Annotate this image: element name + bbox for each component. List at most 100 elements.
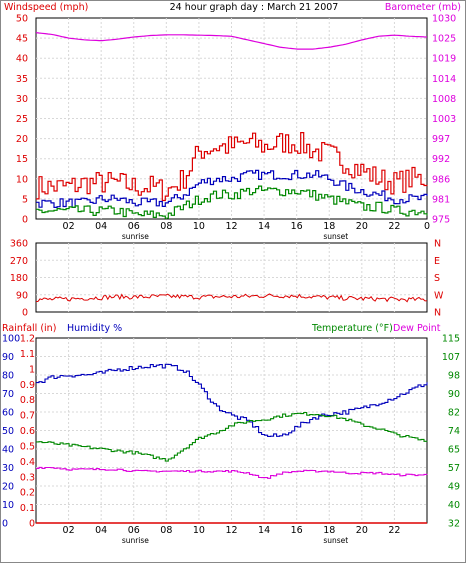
series-line-2	[36, 185, 428, 219]
windspeed-tick-label: 15	[16, 154, 28, 165]
humidity-tick-label: 100	[2, 334, 20, 345]
series-line-1	[36, 411, 428, 462]
direction-line	[35, 293, 428, 303]
time-tick-label: 04	[95, 525, 107, 536]
compass-label: W	[434, 290, 444, 301]
time-tick-label: 12	[225, 221, 237, 232]
time-tick-label: 20	[356, 525, 368, 536]
time-tick-label: 10	[193, 525, 205, 536]
series-line-1	[36, 169, 428, 208]
time-tick-label: 20	[356, 221, 368, 232]
windspeed-tick-label: 25	[16, 114, 28, 125]
rainfall-tick-label: 1.2	[20, 334, 35, 345]
time-tick-label: 02	[63, 221, 75, 232]
time-tick-label: 08	[160, 221, 172, 232]
direction-tick-label: 360	[10, 239, 28, 250]
compass-label: E	[434, 256, 440, 267]
direction-tick-label: 270	[10, 256, 28, 267]
humidity-tick-label: 0	[2, 519, 8, 530]
barometer-tick-label: 1014	[432, 74, 456, 85]
humidity-tick-label: 50	[2, 426, 14, 437]
temperature-tick-label: 57	[448, 463, 460, 474]
humidity-tick-label: 10	[2, 500, 14, 511]
humidity-tick-label: 60	[2, 408, 14, 419]
time-tick-label: 14	[258, 221, 270, 232]
windspeed-tick-label: 30	[16, 94, 28, 105]
series-line-0	[36, 363, 428, 437]
barometer-axis-label: Barometer (mb)	[385, 2, 461, 13]
temperature-axis-label: Temperature (°F)	[311, 323, 393, 334]
barometer-tick-label: 992	[432, 154, 450, 165]
humidity-tick-label: 90	[2, 352, 14, 363]
windspeed-axis-label: Windspeed (mph)	[4, 2, 88, 13]
rainfall-tick-label: 0.5	[20, 441, 35, 452]
time-tick-label: 06	[128, 221, 140, 232]
barometer-tick-label: 1019	[432, 54, 456, 65]
compass-label: S	[434, 273, 440, 284]
series-line-3	[35, 32, 428, 50]
direction-tick-label: 0	[22, 308, 28, 319]
barometer-tick-label: 1030	[432, 14, 456, 25]
rainfall-tick-label: 0.2	[20, 488, 35, 499]
temperature-tick-label: 32	[448, 519, 460, 530]
time-tick-label: 18	[323, 221, 335, 232]
time-tick-label: 16	[291, 221, 303, 232]
rainfall-tick-label: 0.4	[20, 457, 35, 468]
barometer-tick-label: 1025	[432, 34, 456, 45]
rainfall-tick-label: 0	[29, 519, 35, 530]
time-tick-label: 12	[225, 525, 237, 536]
temperature-tick-label: 40	[448, 500, 460, 511]
time-tick-label: 22	[388, 221, 400, 232]
rainfall-tick-label: 0.8	[20, 395, 35, 406]
time-tick-label: 02	[63, 525, 75, 536]
humidity-tick-label: 30	[2, 463, 14, 474]
chart-title: 24 hour graph day : March 21 2007	[170, 2, 339, 13]
time-tick-label: 0	[424, 221, 430, 232]
barometer-tick-label: 1008	[432, 94, 456, 105]
temperature-tick-label: 90	[448, 389, 460, 400]
windspeed-tick-label: 10	[16, 174, 28, 185]
temperature-tick-label: 82	[448, 408, 460, 419]
windspeed-tick-label: 50	[16, 14, 28, 25]
barometer-tick-label: 975	[432, 215, 450, 226]
temperature-tick-label: 74	[448, 426, 460, 437]
direction-tick-label: 90	[16, 290, 28, 301]
compass-label: N	[434, 239, 441, 250]
rainfall-axis-label: Rainfall (in)	[2, 323, 56, 334]
time-tick-label: 18	[323, 525, 335, 536]
time-tick-label: 16	[291, 525, 303, 536]
time-tick-label: 14	[258, 525, 270, 536]
rainfall-tick-label: 0.7	[20, 411, 35, 422]
sunset-label: sunset	[323, 536, 348, 545]
time-tick-label: 22	[388, 525, 400, 536]
windspeed-tick-label: 0	[22, 215, 28, 226]
temperature-tick-label: 107	[442, 352, 460, 363]
dew-point-axis-label: Dew Point	[393, 323, 441, 334]
windspeed-tick-label: 20	[16, 134, 28, 145]
temperature-tick-label: 49	[448, 482, 460, 493]
time-tick-label: 04	[95, 221, 107, 232]
temperature-tick-label: 98	[448, 371, 460, 382]
barometer-tick-label: 997	[432, 134, 450, 145]
temperature-tick-label: 65	[448, 445, 460, 456]
sunrise-label: sunrise	[122, 536, 149, 545]
humidity-tick-label: 80	[2, 371, 14, 382]
sunset-label: sunset	[323, 232, 348, 241]
series-line-2	[36, 466, 428, 479]
temperature-tick-label: 115	[442, 334, 460, 345]
humidity-tick-label: 70	[2, 389, 14, 400]
humidity-tick-label: 40	[2, 445, 14, 456]
rainfall-tick-label: 0.6	[20, 426, 35, 437]
humidity-axis-label: Humidity %	[67, 323, 122, 334]
windspeed-tick-label: 45	[16, 34, 28, 45]
rainfall-tick-label: 0.3	[20, 472, 35, 483]
rainfall-tick-label: 1.1	[20, 349, 35, 360]
rainfall-tick-label: 0.9	[20, 380, 35, 391]
direction-tick-label: 180	[10, 273, 28, 284]
time-tick-label: 06	[128, 525, 140, 536]
humidity-tick-label: 20	[2, 482, 14, 493]
time-tick-label: 10	[193, 221, 205, 232]
